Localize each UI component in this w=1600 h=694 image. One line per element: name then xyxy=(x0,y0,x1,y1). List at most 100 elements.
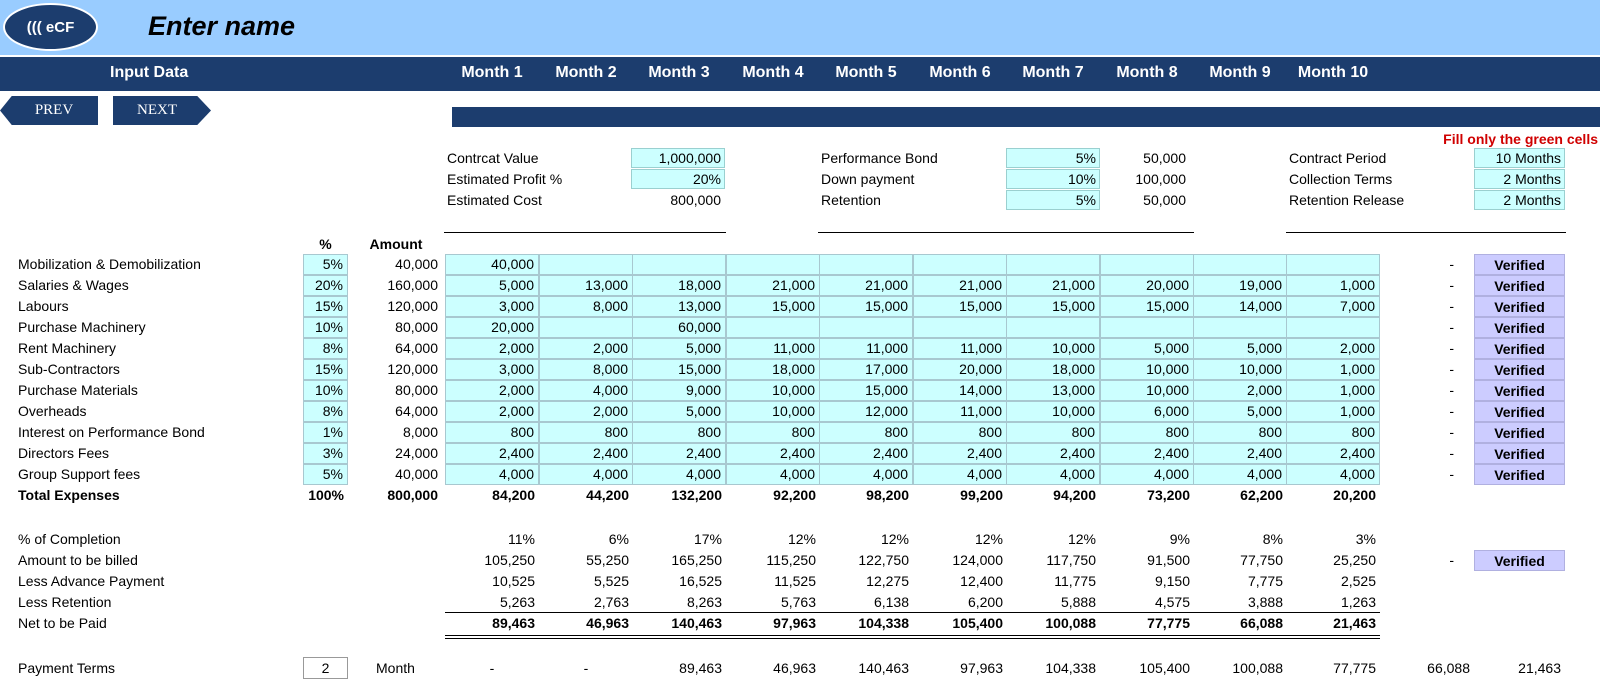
expense-month-input[interactable]: 800 xyxy=(1100,422,1194,443)
expense-month-input[interactable]: 13,000 xyxy=(632,296,726,317)
expense-month-input[interactable] xyxy=(726,254,820,275)
expense-pct-input[interactable]: 10% xyxy=(303,380,348,401)
expense-month-input[interactable]: 5,000 xyxy=(632,338,726,359)
expense-pct-input[interactable]: 15% xyxy=(303,359,348,380)
expense-month-input[interactable]: 60,000 xyxy=(632,317,726,338)
expense-month-input[interactable]: 2,000 xyxy=(445,338,539,359)
contract-value-input[interactable]: 1,000,000 xyxy=(631,148,725,168)
expense-month-input[interactable] xyxy=(726,317,820,338)
expense-month-input[interactable]: 800 xyxy=(913,422,1007,443)
expense-month-input[interactable]: 4,000 xyxy=(1193,464,1287,485)
expense-month-input[interactable] xyxy=(539,254,633,275)
performance-bond-input[interactable]: 5% xyxy=(1006,148,1100,168)
expense-month-input[interactable]: 2,400 xyxy=(819,443,913,464)
expense-month-input[interactable]: 2,000 xyxy=(1193,380,1287,401)
expense-pct-input[interactable]: 20% xyxy=(303,275,348,296)
app-title[interactable]: Enter name xyxy=(148,11,296,41)
expense-month-input[interactable]: 10,000 xyxy=(1006,338,1100,359)
expense-month-input[interactable]: 4,000 xyxy=(726,464,820,485)
expense-month-input[interactable] xyxy=(1006,254,1100,275)
expense-month-input[interactable]: 10,000 xyxy=(1006,401,1100,422)
expense-month-input[interactable]: 5,000 xyxy=(1100,338,1194,359)
payment-terms-input[interactable]: 2 xyxy=(303,657,348,679)
expense-month-input[interactable]: 21,000 xyxy=(726,275,820,296)
expense-month-input[interactable]: 2,000 xyxy=(539,401,633,422)
expense-month-input[interactable]: 800 xyxy=(726,422,820,443)
expense-month-input[interactable]: 2,400 xyxy=(1193,443,1287,464)
expense-month-input[interactable]: 2,400 xyxy=(726,443,820,464)
expense-month-input[interactable]: 800 xyxy=(632,422,726,443)
expense-month-input[interactable]: 13,000 xyxy=(539,275,633,296)
expense-month-input[interactable]: 4,000 xyxy=(539,464,633,485)
expense-month-input[interactable] xyxy=(819,254,913,275)
expense-pct-input[interactable]: 5% xyxy=(303,254,348,275)
expense-month-input[interactable] xyxy=(1006,317,1100,338)
expense-month-input[interactable]: 21,000 xyxy=(913,275,1007,296)
expense-month-input[interactable]: 800 xyxy=(445,422,539,443)
expense-month-input[interactable]: 1,000 xyxy=(1286,380,1380,401)
expense-month-input[interactable] xyxy=(1100,317,1194,338)
expense-month-input[interactable]: 2,000 xyxy=(539,338,633,359)
expense-month-input[interactable]: 11,000 xyxy=(913,401,1007,422)
expense-month-input[interactable] xyxy=(632,254,726,275)
expense-month-input[interactable]: 2,400 xyxy=(1286,443,1380,464)
expense-month-input[interactable]: 15,000 xyxy=(1100,296,1194,317)
expense-month-input[interactable]: 18,000 xyxy=(1006,359,1100,380)
estimated-profit-input[interactable]: 20% xyxy=(631,169,725,189)
expense-month-input[interactable]: 10,000 xyxy=(1193,359,1287,380)
contract-period-input[interactable]: 10 Months xyxy=(1474,148,1565,168)
expense-pct-input[interactable]: 8% xyxy=(303,338,348,359)
expense-month-input[interactable] xyxy=(539,317,633,338)
expense-month-input[interactable]: 5,000 xyxy=(1193,338,1287,359)
expense-month-input[interactable]: 5,000 xyxy=(445,275,539,296)
expense-month-input[interactable]: 2,400 xyxy=(632,443,726,464)
expense-month-input[interactable]: 2,400 xyxy=(1006,443,1100,464)
expense-month-input[interactable] xyxy=(913,317,1007,338)
expense-month-input[interactable]: 2,000 xyxy=(1286,338,1380,359)
expense-month-input[interactable]: 12,000 xyxy=(819,401,913,422)
next-button[interactable]: NEXT xyxy=(113,96,211,125)
expense-month-input[interactable]: 2,400 xyxy=(539,443,633,464)
expense-month-input[interactable]: 2,000 xyxy=(445,401,539,422)
expense-month-input[interactable]: 9,000 xyxy=(632,380,726,401)
expense-month-input[interactable]: 4,000 xyxy=(1006,464,1100,485)
expense-month-input[interactable]: 5,000 xyxy=(1193,401,1287,422)
expense-month-input[interactable] xyxy=(1100,254,1194,275)
retention-input[interactable]: 5% xyxy=(1006,190,1100,210)
expense-month-input[interactable]: 800 xyxy=(539,422,633,443)
expense-month-input[interactable]: 4,000 xyxy=(1286,464,1380,485)
expense-pct-input[interactable]: 3% xyxy=(303,443,348,464)
expense-month-input[interactable]: 17,000 xyxy=(819,359,913,380)
expense-month-input[interactable]: 8,000 xyxy=(539,296,633,317)
expense-month-input[interactable]: 4,000 xyxy=(539,380,633,401)
expense-month-input[interactable]: 14,000 xyxy=(1193,296,1287,317)
expense-month-input[interactable] xyxy=(1286,254,1380,275)
expense-month-input[interactable]: 40,000 xyxy=(445,254,539,275)
expense-pct-input[interactable]: 8% xyxy=(303,401,348,422)
expense-month-input[interactable]: 4,000 xyxy=(1100,464,1194,485)
expense-month-input[interactable]: 10,000 xyxy=(1100,359,1194,380)
expense-month-input[interactable]: 4,000 xyxy=(632,464,726,485)
expense-month-input[interactable]: 11,000 xyxy=(913,338,1007,359)
expense-month-input[interactable]: 21,000 xyxy=(1006,275,1100,296)
expense-month-input[interactable]: 800 xyxy=(1193,422,1287,443)
expense-month-input[interactable]: 15,000 xyxy=(913,296,1007,317)
expense-month-input[interactable]: 15,000 xyxy=(632,359,726,380)
expense-month-input[interactable]: 14,000 xyxy=(913,380,1007,401)
expense-month-input[interactable]: 2,000 xyxy=(445,380,539,401)
expense-month-input[interactable]: 15,000 xyxy=(819,296,913,317)
expense-month-input[interactable]: 10,000 xyxy=(1100,380,1194,401)
expense-month-input[interactable]: 15,000 xyxy=(726,296,820,317)
expense-month-input[interactable]: 11,000 xyxy=(726,338,820,359)
expense-month-input[interactable]: 19,000 xyxy=(1193,275,1287,296)
expense-month-input[interactable]: 21,000 xyxy=(819,275,913,296)
expense-month-input[interactable]: 10,000 xyxy=(726,401,820,422)
expense-month-input[interactable]: 15,000 xyxy=(819,380,913,401)
prev-button[interactable]: PREV xyxy=(0,96,98,125)
expense-month-input[interactable]: 8,000 xyxy=(539,359,633,380)
expense-month-input[interactable]: 3,000 xyxy=(445,359,539,380)
expense-month-input[interactable]: 4,000 xyxy=(913,464,1007,485)
expense-month-input[interactable]: 7,000 xyxy=(1286,296,1380,317)
expense-month-input[interactable]: 18,000 xyxy=(726,359,820,380)
expense-month-input[interactable]: 20,000 xyxy=(1100,275,1194,296)
